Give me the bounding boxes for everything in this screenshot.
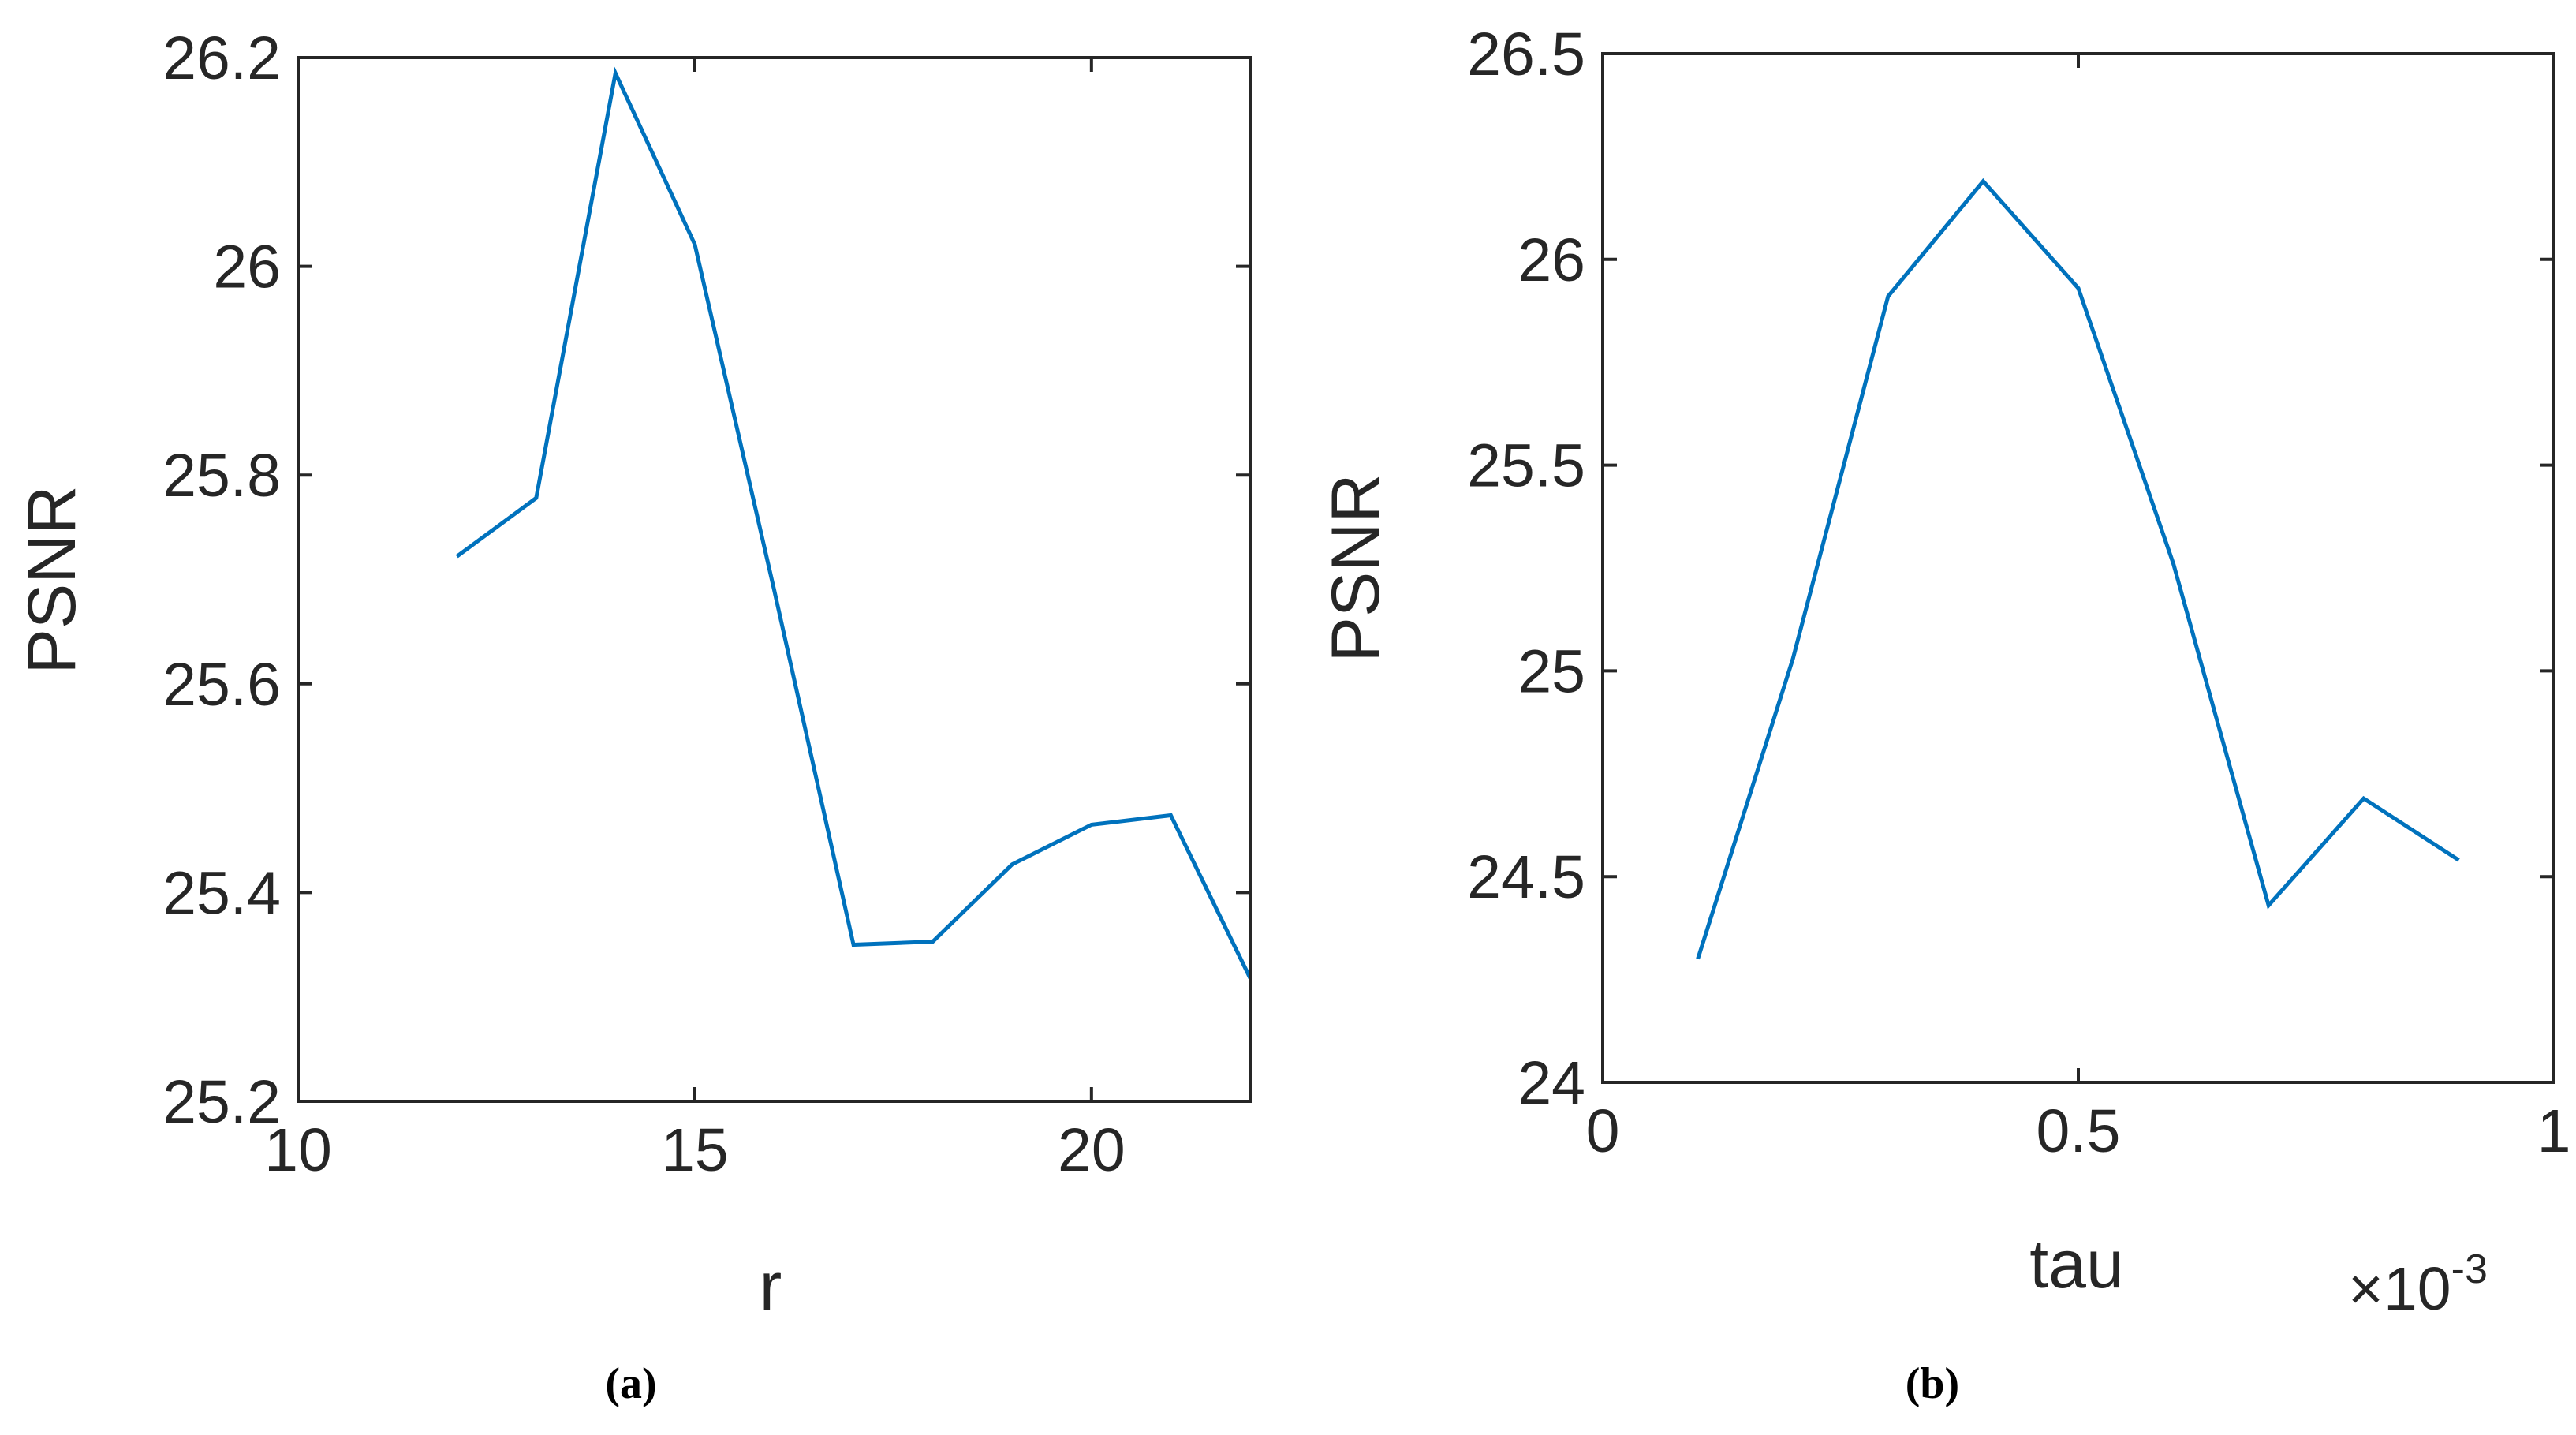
- y-axis-label: PSNR: [1318, 474, 1394, 663]
- x-tick-label: 20: [1058, 1116, 1126, 1184]
- data-points: [1698, 181, 2459, 959]
- tick-labels: 10 15 20 25.2 25.4 25.6 25.8 26 26.2: [162, 24, 1126, 1184]
- plot-frame: [1601, 52, 2555, 1084]
- x-tick-label: 1: [2537, 1097, 2571, 1165]
- y-tick-label: 24: [1518, 1049, 1585, 1117]
- tick-labels: 0 0.5 1 24 24.5 25 25.5 26 26.5: [1467, 21, 2570, 1165]
- x-axis-label: r: [760, 1249, 782, 1325]
- y-tick-label: 26: [213, 234, 281, 301]
- x-tick-label: 0.5: [2036, 1097, 2120, 1165]
- psnr-line: [455, 66, 1253, 979]
- panel-caption: (b): [1906, 1359, 1959, 1408]
- data-points: [457, 73, 1250, 978]
- y-tick-label: 25.4: [162, 859, 281, 927]
- y-tick-label: 25.8: [162, 442, 281, 510]
- y-tick-label: 25.5: [1467, 432, 1585, 500]
- y-axis-label: PSNR: [14, 486, 90, 675]
- plot-frame: [297, 56, 1252, 1103]
- x-tick-label: 10: [264, 1116, 332, 1184]
- x-tick-label: 15: [661, 1116, 729, 1184]
- y-tick-label: 25: [1518, 637, 1585, 705]
- exponent-power: -3: [2451, 1246, 2488, 1292]
- y-tick-label: 26.5: [1467, 21, 1585, 88]
- panel-caption: (a): [605, 1359, 656, 1408]
- y-tick-label: 26.2: [162, 24, 281, 92]
- x-axis-exponent: ×10-3: [2348, 1246, 2488, 1323]
- x-axis-label: tau: [2029, 1227, 2124, 1302]
- psnr-line: [1696, 178, 2460, 960]
- chart-panel-a: 10 15 20 25.2 25.4 25.6 25.8 26 26.2 r PSNR (a): [14, 24, 1253, 1408]
- y-tick-label: 26: [1518, 226, 1585, 294]
- y-tick-label: 24.5: [1467, 843, 1585, 911]
- exponent-base: ×10: [2348, 1255, 2451, 1323]
- y-tick-label: 25.6: [162, 651, 281, 719]
- chart-panel-b: 0 0.5 1 24 24.5 25 25.5 26 26.5 tau PSNR ×10-3 (…: [1318, 21, 2570, 1408]
- x-tick-label: 0: [1586, 1097, 1620, 1165]
- y-tick-label: 25.2: [162, 1068, 281, 1136]
- ticks: [1601, 52, 2555, 1084]
- ticks: [297, 56, 1250, 1103]
